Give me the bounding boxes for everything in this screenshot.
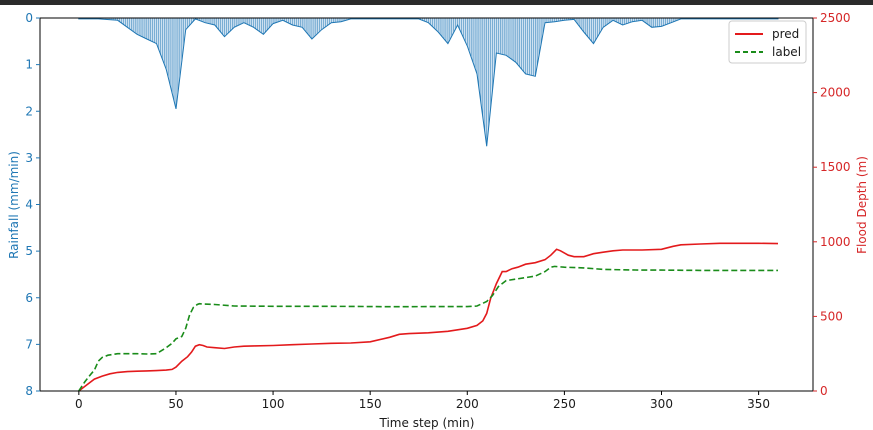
plot-frame <box>39 17 814 392</box>
x-tick-label: 0 <box>75 397 83 411</box>
series-line-label <box>78 265 778 392</box>
legend-label-pred: pred <box>772 27 799 41</box>
x-tick-label: 150 <box>359 397 382 411</box>
right-tick-label: 2500 <box>820 11 851 25</box>
left-tick-label: 6 <box>25 291 33 305</box>
right-tick-label: 0 <box>820 384 828 398</box>
right-tick-label: 2000 <box>820 86 851 100</box>
x-tick-label: 350 <box>747 397 770 411</box>
legend: pred label <box>728 20 807 64</box>
left-tick-label: 2 <box>25 104 33 118</box>
x-tick-label: 200 <box>456 397 479 411</box>
x-tick-label: 50 <box>168 397 183 411</box>
left-tick-label: 0 <box>25 11 33 25</box>
left-tick-label: 7 <box>25 337 33 351</box>
left-tick-label: 4 <box>25 198 33 212</box>
x-tick-label: 300 <box>650 397 673 411</box>
right-tick-label: 1000 <box>820 235 851 249</box>
x-tick-label: 100 <box>262 397 285 411</box>
right-axis-title: Flood Depth (m) <box>855 156 869 254</box>
left-tick-label: 1 <box>25 58 33 72</box>
x-tick-label: 250 <box>553 397 576 411</box>
series-line-pred <box>78 242 779 392</box>
right-tick-label: 1500 <box>820 160 851 174</box>
left-axis-title: Rainfall (mm/min) <box>7 151 21 259</box>
left-tick-label: 5 <box>25 244 33 258</box>
window-top-bar <box>0 0 873 5</box>
left-tick-label: 3 <box>25 151 33 165</box>
legend-box <box>728 20 807 64</box>
x-axis-title: Time step (min) <box>379 416 475 430</box>
plot-layer: 0 50 100 150 200 250 300 350 0 1 2 3 4 5 6 7 8 0 500 1000 15… <box>25 11 850 411</box>
legend-label-label: label <box>772 45 801 59</box>
right-tick-label: 500 <box>820 309 843 323</box>
left-tick-label: 8 <box>25 384 33 398</box>
